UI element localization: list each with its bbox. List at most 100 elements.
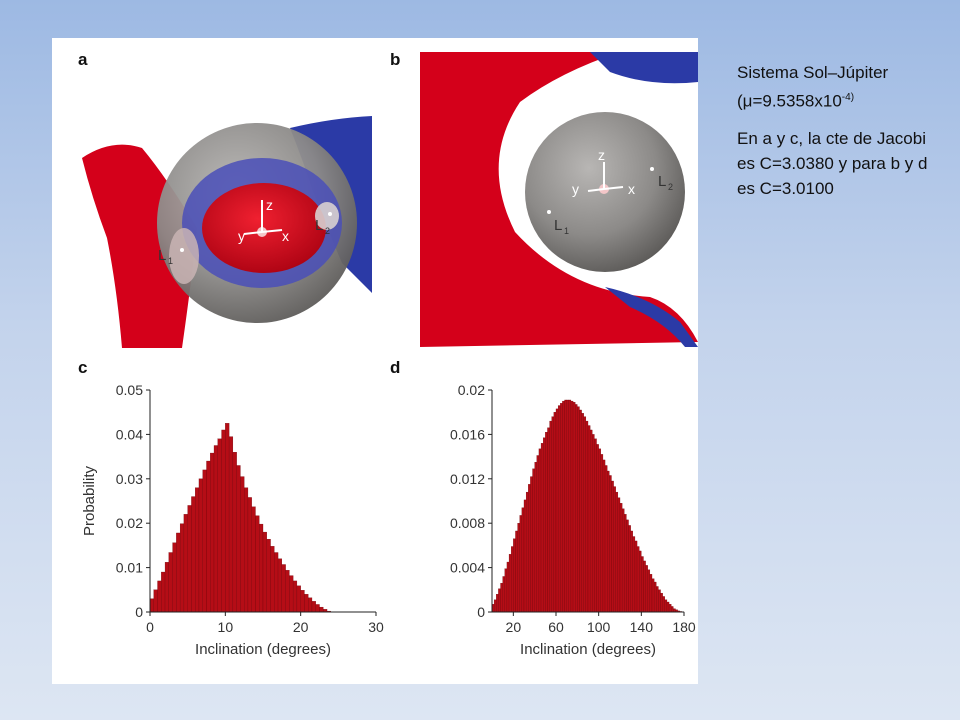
bar	[228, 436, 234, 613]
bar	[658, 589, 661, 613]
bar	[191, 496, 196, 613]
bar	[568, 399, 572, 613]
bar	[496, 594, 499, 613]
caption: Sistema Sol–Júpiter (μ=9.5358x10-4) En a…	[737, 60, 947, 213]
bar	[538, 448, 542, 613]
bar	[176, 532, 181, 613]
bar	[536, 455, 540, 613]
panel-c-letter: c	[78, 358, 88, 377]
bar	[296, 585, 301, 613]
bar	[262, 531, 267, 613]
bar	[626, 519, 629, 613]
bar	[589, 429, 593, 613]
panel-a-l1-sub: 1	[168, 256, 173, 266]
bar	[530, 476, 533, 613]
x-axis-label: Inclination (degrees)	[195, 641, 331, 658]
bar	[604, 465, 608, 613]
bar	[251, 506, 256, 613]
bar	[540, 443, 544, 613]
bar	[221, 429, 226, 613]
panel-d-letter: d	[390, 358, 401, 377]
bar	[308, 597, 313, 613]
bar	[247, 497, 252, 613]
bar	[636, 546, 640, 613]
bar	[281, 564, 286, 613]
bar	[519, 515, 523, 613]
bar	[634, 540, 638, 613]
bar	[564, 399, 567, 613]
panel-b-l1-sub: 1	[564, 226, 569, 236]
bar	[557, 405, 561, 613]
x-tick-label: 60	[548, 619, 564, 635]
y-tick-label: 0.004	[450, 560, 485, 576]
x-tick-label: 100	[587, 619, 611, 635]
y-tick-label: 0.01	[116, 560, 143, 576]
bar	[664, 599, 668, 613]
figure: a z y x L 1 L 2	[52, 38, 698, 684]
bar	[596, 444, 599, 613]
bar	[621, 508, 625, 613]
bar	[579, 409, 582, 613]
y-tick-label: 0.008	[450, 515, 485, 531]
panel-b-l2-label: L	[658, 173, 666, 190]
panel-a-x-label: x	[282, 228, 289, 244]
bar	[587, 425, 591, 613]
y-tick-label: 0.05	[116, 382, 143, 398]
bar	[277, 558, 282, 613]
bar	[187, 505, 192, 613]
bar	[645, 565, 648, 613]
y-tick-label: 0.012	[450, 471, 485, 487]
bar	[560, 403, 563, 613]
y-tick-label: 0.02	[116, 515, 143, 531]
bar	[528, 484, 531, 613]
bar	[570, 400, 574, 613]
bar	[624, 514, 627, 613]
bar	[615, 491, 619, 613]
bar	[517, 523, 520, 613]
bar	[545, 432, 548, 613]
bar	[179, 523, 185, 613]
bar	[641, 556, 644, 613]
x-tick-label: 20	[506, 619, 522, 635]
caption-title-text: Sistema Sol–Júpiter	[737, 63, 889, 82]
bar	[508, 554, 512, 613]
bar	[553, 412, 557, 613]
bar	[172, 542, 177, 613]
bar	[232, 452, 237, 613]
bar	[506, 561, 510, 613]
panel-b-y-label: y	[572, 181, 579, 197]
bar	[195, 487, 200, 613]
caption-mu: (μ=9.5358x10	[737, 91, 842, 111]
bar	[225, 423, 230, 613]
x-tick-label: 0	[146, 619, 154, 635]
bar	[534, 462, 537, 613]
bar	[639, 550, 642, 613]
bar	[617, 497, 621, 613]
bar	[619, 503, 623, 613]
bar	[217, 438, 222, 613]
bar	[521, 507, 525, 613]
bar	[511, 546, 514, 613]
bar	[611, 480, 614, 613]
panel-b-letter: b	[390, 50, 401, 69]
bar	[289, 575, 294, 613]
bar	[656, 586, 659, 613]
bar	[613, 486, 616, 613]
bar	[660, 592, 663, 613]
bar	[493, 599, 497, 613]
bar	[157, 580, 162, 613]
y-tick-label: 0.03	[116, 471, 143, 487]
bar	[607, 470, 610, 613]
bar	[274, 552, 279, 613]
panel-b-l1-label: L	[554, 217, 562, 234]
bar	[244, 487, 249, 613]
panel-a-illustration: z y x L 1 L 2	[82, 116, 372, 348]
bar	[609, 475, 612, 613]
bar	[504, 568, 508, 613]
bar	[668, 604, 672, 613]
bar	[551, 416, 555, 613]
bar	[532, 468, 535, 613]
bar	[213, 445, 218, 613]
bar	[555, 408, 559, 613]
bar	[581, 413, 584, 613]
